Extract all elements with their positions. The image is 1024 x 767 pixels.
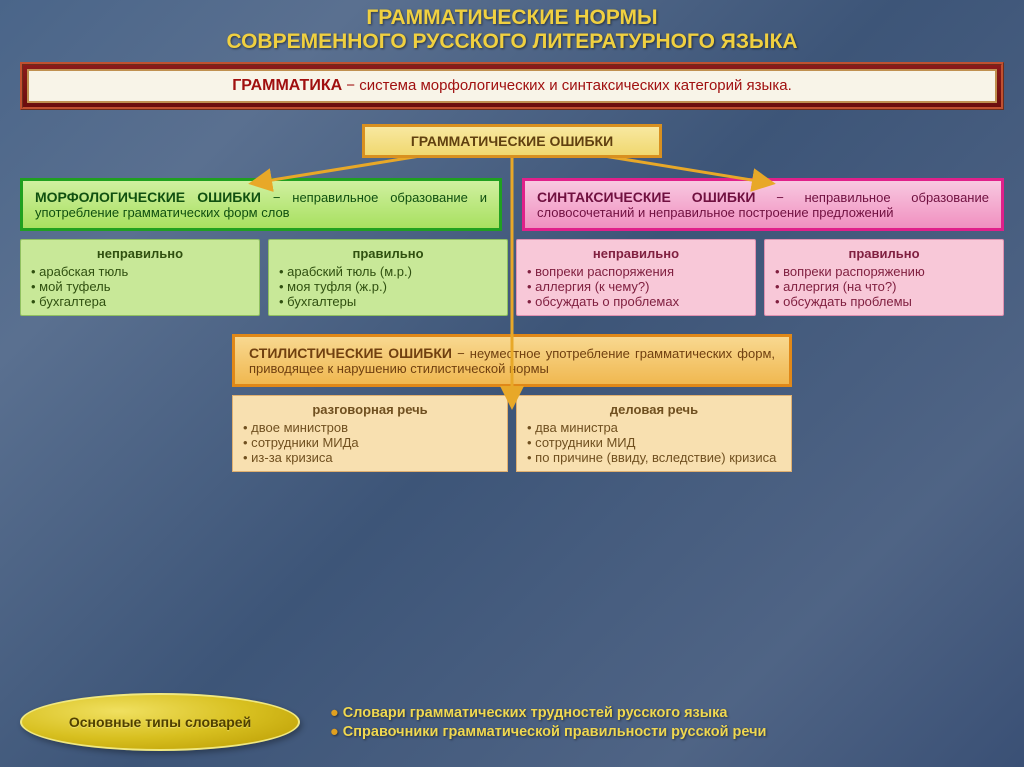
list-item: бухгалтера — [31, 294, 249, 309]
morph-dash: − — [261, 190, 292, 205]
list-item: двое министров — [243, 420, 497, 435]
list-item: арабский тюль (м.р.) — [279, 264, 497, 279]
morph-title: МОРФОЛОГИЧЕСКИЕ ОШИБКИ — [35, 189, 261, 205]
morph-right-box: правильно арабский тюль (м.р.) моя туфля… — [268, 239, 508, 316]
list-item: сотрудники МИД — [527, 435, 781, 450]
dictionary-oval: Основные типы словарей — [20, 693, 300, 751]
syntax-box: СИНТАКСИЧЕСКИЕ ОШИБКИ − неправильное обр… — [522, 178, 1004, 231]
list-item: аллергия (на что?) — [775, 279, 993, 294]
list-item: обсуждать проблемы — [775, 294, 993, 309]
list-item: моя туфля (ж.р.) — [279, 279, 497, 294]
style-dash: − — [452, 346, 470, 361]
errors-heading: ГРАММАТИЧЕСКИЕ ОШИБКИ — [362, 124, 662, 158]
definition-dash: − — [342, 77, 359, 94]
syntax-title: СИНТАКСИЧЕСКИЕ ОШИБКИ — [537, 189, 756, 205]
list-item: сотрудники МИДа — [243, 435, 497, 450]
title-line-1: ГРАММАТИЧЕСКИЕ НОРМЫ — [0, 6, 1024, 30]
definition-banner: ГРАММАТИКА − система морфологических и с… — [20, 62, 1004, 110]
style-title: СТИЛИСТИЧЕСКИЕ ОШИБКИ — [249, 345, 452, 361]
list-item: аллергия (к чему?) — [527, 279, 745, 294]
morph-wrong-title: неправильно — [31, 246, 249, 261]
syntax-right-title: правильно — [775, 246, 993, 261]
footer: Основные типы словарей Словари грамматич… — [20, 693, 1004, 751]
colloq-title: разговорная речь — [243, 402, 497, 417]
syntax-dash: − — [756, 190, 805, 205]
definition-body: система морфологических и синтаксических… — [359, 77, 792, 94]
business-title: деловая речь — [527, 402, 781, 417]
syntax-right-box: правильно вопреки распоряжению аллергия … — [764, 239, 1004, 316]
footer-item: Словари грамматических трудностей русско… — [330, 705, 766, 721]
stylistic-box: СТИЛИСТИЧЕСКИЕ ОШИБКИ − неуместное употр… — [232, 334, 792, 387]
list-item: два министра — [527, 420, 781, 435]
list-item: мой туфель — [31, 279, 249, 294]
title-line-2: СОВРЕМЕННОГО РУССКОГО ЛИТЕРАТУРНОГО ЯЗЫК… — [0, 30, 1024, 54]
list-item: из-за кризиса — [243, 450, 497, 465]
footer-item: Справочники грамматической правильности … — [330, 724, 766, 740]
footer-list: Словари грамматических трудностей русско… — [330, 702, 766, 743]
morphological-box: МОРФОЛОГИЧЕСКИЕ ОШИБКИ − неправильное об… — [20, 178, 502, 231]
morph-right-title: правильно — [279, 246, 497, 261]
morph-wrong-box: неправильно арабская тюль мой туфель бух… — [20, 239, 260, 316]
colloquial-box: разговорная речь двое министров сотрудни… — [232, 395, 508, 472]
syntax-wrong-title: неправильно — [527, 246, 745, 261]
list-item: обсуждать о проблемах — [527, 294, 745, 309]
syntax-wrong-box: неправильно вопреки распоряжения аллерги… — [516, 239, 756, 316]
list-item: вопреки распоряжения — [527, 264, 745, 279]
list-item: бухгалтеры — [279, 294, 497, 309]
page-title: ГРАММАТИЧЕСКИЕ НОРМЫ СОВРЕМЕННОГО РУССКО… — [0, 0, 1024, 54]
list-item: арабская тюль — [31, 264, 249, 279]
definition-term: ГРАММАТИКА — [232, 77, 342, 94]
list-item: по причине (ввиду, вследствие) кризиса — [527, 450, 781, 465]
definition-text: ГРАММАТИКА − система морфологических и с… — [27, 69, 997, 103]
business-box: деловая речь два министра сотрудники МИД… — [516, 395, 792, 472]
list-item: вопреки распоряжению — [775, 264, 993, 279]
